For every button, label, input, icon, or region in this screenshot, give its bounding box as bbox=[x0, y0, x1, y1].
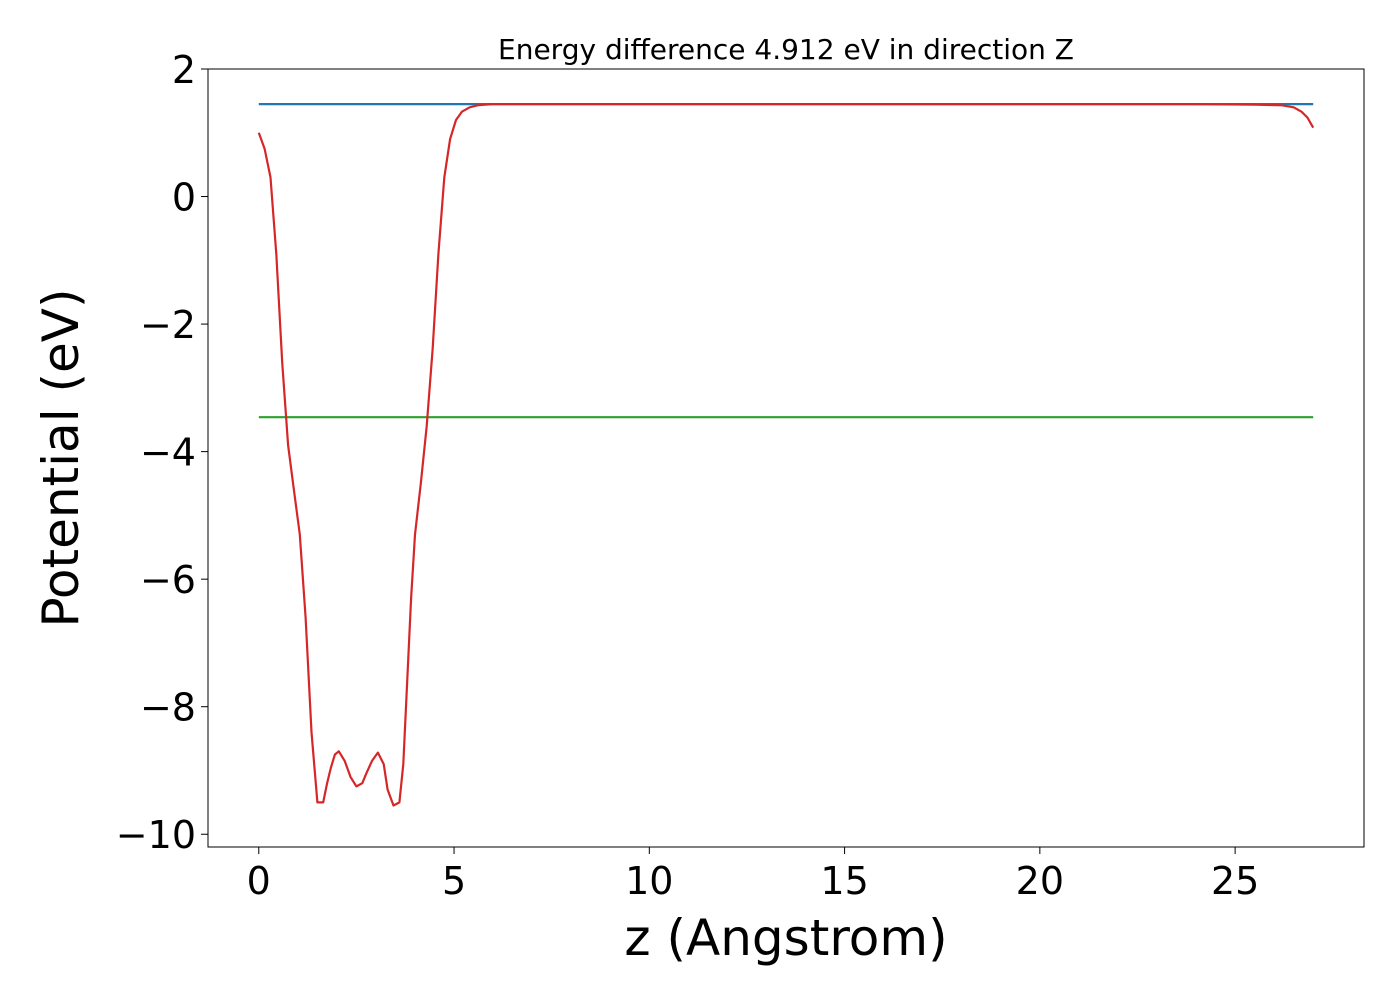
x-axis-label: z (Angstrom) bbox=[624, 909, 947, 967]
y-tick-label: −10 bbox=[116, 813, 196, 857]
x-tick-label: 10 bbox=[625, 859, 673, 903]
y-tick-label: −6 bbox=[140, 558, 196, 602]
y-axis-label: Potential (eV) bbox=[32, 289, 90, 628]
series-line-2 bbox=[257, 102, 1315, 807]
y-tick-label: 0 bbox=[172, 176, 196, 220]
y-tick-label: −2 bbox=[140, 303, 196, 347]
y-tick-label: 2 bbox=[172, 48, 196, 92]
x-tick-label: 5 bbox=[442, 859, 466, 903]
y-axis: 2 0 −2 −4 −6 −8 −10 bbox=[116, 48, 208, 857]
chart-title: Energy difference 4.912 eV in direction … bbox=[498, 33, 1074, 66]
series-layer bbox=[257, 102, 1315, 807]
plot-area-frame bbox=[207, 68, 1365, 848]
x-tick-label: 0 bbox=[247, 859, 271, 903]
x-tick-label: 25 bbox=[1211, 859, 1259, 903]
y-tick-label: −8 bbox=[140, 686, 196, 730]
x-tick-label: 15 bbox=[820, 859, 868, 903]
x-axis: 0 5 10 15 20 25 bbox=[247, 847, 1259, 903]
y-tick-label: −4 bbox=[140, 431, 196, 475]
x-tick-label: 20 bbox=[1016, 859, 1064, 903]
